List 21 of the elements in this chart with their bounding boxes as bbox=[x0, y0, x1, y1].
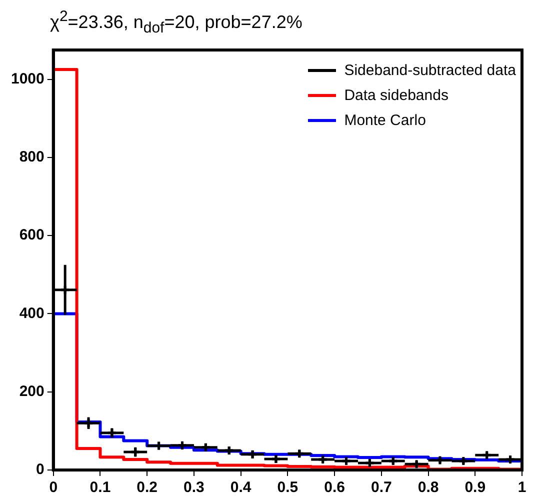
x-tick-label: 0.5 bbox=[277, 479, 298, 496]
y-tick-label: 400 bbox=[19, 304, 44, 322]
x-tick-label: 0.3 bbox=[184, 479, 204, 496]
x-tick-label: 0.8 bbox=[418, 479, 439, 496]
x-tick-label: 0.9 bbox=[464, 479, 486, 496]
y-tick-label: 0 bbox=[36, 461, 44, 478]
legend-label: Data sidebands bbox=[344, 87, 448, 104]
legend-label: Sideband-subtracted data bbox=[344, 62, 516, 79]
x-tick-label: 0 bbox=[49, 479, 58, 496]
x-tick-label: 1 bbox=[518, 479, 526, 496]
x-tick-label: 0.4 bbox=[230, 479, 252, 496]
chart-title: χ$^{2}$=23.36, n$_{dof}$=20, prob=27.2% bbox=[49, 8, 304, 38]
y-tick-label: 800 bbox=[19, 148, 44, 166]
y-tick-label: 600 bbox=[19, 226, 44, 244]
x-tick-label: 0.1 bbox=[90, 479, 111, 496]
x-tick-label: 0.6 bbox=[324, 479, 345, 496]
x-tick-label: 0.2 bbox=[136, 479, 158, 496]
legend-label: Monte Carlo bbox=[344, 112, 426, 129]
y-tick-label: 200 bbox=[19, 383, 44, 400]
y-tick-label: 1000 bbox=[10, 70, 44, 88]
x-tick-label: 0.7 bbox=[370, 479, 392, 496]
